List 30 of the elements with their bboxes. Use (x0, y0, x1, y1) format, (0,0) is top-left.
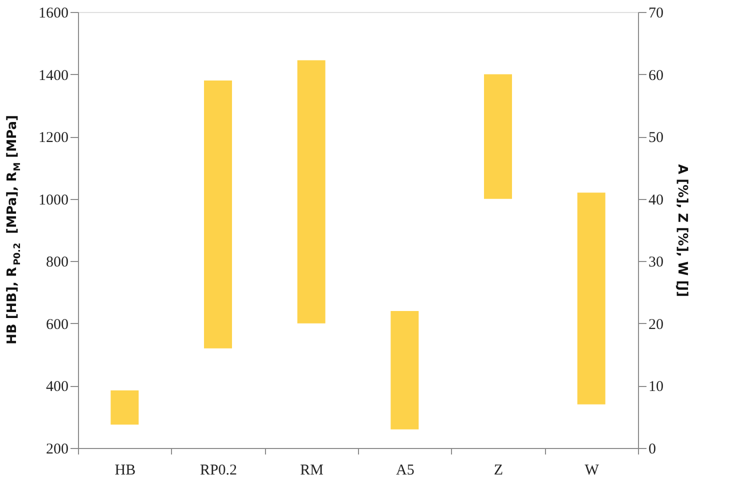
x-tick-label: RM (300, 462, 324, 478)
y-tick-label: 1200 (38, 130, 68, 146)
x-tick-label: Z (494, 462, 504, 478)
y2-tick-label: 60 (648, 68, 664, 84)
y2-tick-label: 50 (648, 130, 664, 146)
bar (484, 74, 512, 199)
y-tick-label: 800 (46, 254, 68, 271)
y-tick-label: 600 (46, 316, 68, 333)
bar (390, 310, 419, 430)
x-tick-label: RP0.2 (200, 462, 238, 478)
y2-tick-label: 30 (648, 254, 664, 271)
y2-axis-title: A [%], Z [%], W [J] (674, 164, 690, 297)
y-tick-label: 1000 (38, 192, 68, 208)
bar (204, 80, 232, 348)
y-tick-label: 1600 (38, 6, 68, 22)
bar (110, 390, 139, 425)
y-tick-label: 400 (46, 379, 68, 396)
y-tick-label: 200 (46, 442, 68, 458)
y2-tick-label: 70 (648, 6, 664, 22)
y2-tick-label: 10 (648, 379, 664, 396)
bar (577, 192, 606, 404)
y2-tick-label: 20 (648, 316, 664, 333)
x-tick-label: W (584, 462, 600, 478)
bar (297, 60, 326, 324)
y2-tick-label: 0 (648, 442, 656, 458)
y2-tick-label: 40 (648, 192, 664, 208)
x-tick-label: HB (114, 462, 136, 478)
y-tick-label: 1400 (38, 68, 68, 84)
x-tick-label: A5 (396, 462, 414, 478)
y-axis-title: HB [HB], RP0.2 [MPa], RM [MPa] (5, 115, 23, 344)
